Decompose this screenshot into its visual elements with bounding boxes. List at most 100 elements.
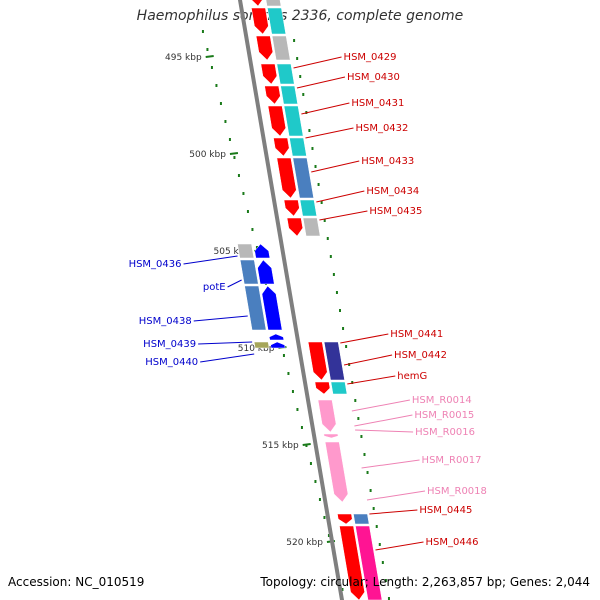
gene-label-leader xyxy=(293,56,342,69)
gene-label[interactable]: HSM_0433 xyxy=(361,156,414,167)
scale-dot xyxy=(326,237,329,240)
cog-block-forward xyxy=(355,525,383,600)
scale-dot xyxy=(339,309,341,312)
gene-label[interactable]: HSM_0446 xyxy=(426,537,479,548)
cog-block-forward xyxy=(302,217,321,237)
scale-dot xyxy=(323,219,326,222)
gene-label[interactable]: HSM_R0014 xyxy=(412,395,472,406)
gene-arrow-forward xyxy=(337,513,353,525)
cog-block-forward xyxy=(299,199,318,217)
gene-arrow-reverse xyxy=(270,341,286,349)
gene-arrow-forward xyxy=(267,105,287,137)
cog-block-forward xyxy=(292,157,314,199)
gene-label[interactable]: HSM_0440 xyxy=(145,357,198,368)
gene-label[interactable]: HSM_R0015 xyxy=(414,410,474,421)
gene-arrow-forward xyxy=(273,137,290,157)
gene-label[interactable]: HSM_R0018 xyxy=(427,486,487,497)
scale-dot xyxy=(360,435,363,438)
gene-label-leader xyxy=(369,509,418,515)
kbp-tick-label: 520 kbp xyxy=(286,538,323,548)
gene-label[interactable]: HSM_0434 xyxy=(366,186,419,197)
gene-arrow-reverse xyxy=(254,243,271,259)
scale-dot xyxy=(351,381,354,384)
gene-label-leader xyxy=(361,459,420,469)
kbp-tick xyxy=(302,443,311,446)
cog-block-reverse xyxy=(239,259,259,285)
scale-dot xyxy=(311,147,314,150)
gene-label-leader xyxy=(227,279,242,288)
gene-arrow-forward xyxy=(286,217,304,237)
cog-block-forward xyxy=(330,381,348,395)
scale-dot xyxy=(314,480,317,483)
scale-dot xyxy=(237,174,240,177)
gene-label[interactable]: HSM_0435 xyxy=(369,206,422,217)
cog-block-forward xyxy=(271,35,291,61)
gene-arrow-forward xyxy=(317,399,337,433)
gene-label-leader xyxy=(193,315,248,322)
gene-arrow-forward xyxy=(339,525,365,600)
cog-block-forward xyxy=(283,105,304,137)
gene-label-leader xyxy=(305,127,354,139)
gene-label[interactable]: HSM_0441 xyxy=(390,329,443,340)
gene-arrow-forward xyxy=(260,63,278,85)
gene-arrow-forward xyxy=(307,341,328,381)
scale-dot xyxy=(327,534,330,537)
gene-label-leader xyxy=(375,541,424,551)
gene-arrow-forward xyxy=(276,157,297,199)
scale-dot xyxy=(215,84,218,87)
gene-label[interactable]: hemG xyxy=(397,371,427,382)
scale-dot xyxy=(246,210,249,213)
scale-dot xyxy=(224,120,227,123)
gene-label[interactable]: HSM_0429 xyxy=(344,52,397,63)
scale-dot xyxy=(375,525,378,528)
gene-arrow-forward xyxy=(251,0,263,7)
scale-dot xyxy=(372,507,375,510)
gene-label[interactable]: potE xyxy=(203,282,226,293)
scale-dot xyxy=(302,93,305,96)
gene-arrow-reverse xyxy=(257,259,275,285)
gene-label-leader xyxy=(296,76,346,89)
map-title: Haemophilus somnus 2336, complete genome xyxy=(136,8,464,24)
gene-label[interactable]: HSM_R0017 xyxy=(422,455,482,466)
scale-dot xyxy=(381,561,384,564)
cog-block-reverse xyxy=(253,341,270,349)
gene-arrow-forward xyxy=(283,199,300,217)
cog-block-forward xyxy=(267,7,287,35)
kbp-tick-label: 495 kbp xyxy=(165,53,202,63)
gene-label[interactable]: HSM_0439 xyxy=(143,339,196,350)
scale-dot xyxy=(309,462,312,465)
gene-label[interactable]: HSM_0442 xyxy=(394,350,447,361)
scale-dot xyxy=(320,201,323,204)
cog-block-forward xyxy=(276,63,295,85)
scale-dot xyxy=(354,399,357,402)
kbp-tick-label: 505 kbp xyxy=(214,247,251,257)
gene-arrow-reverse xyxy=(261,285,283,331)
cog-block-forward xyxy=(265,0,282,7)
scale-dot xyxy=(317,183,320,186)
gene-label[interactable]: HSM_0438 xyxy=(139,316,192,327)
gene-label-leader xyxy=(183,255,238,265)
gene-label-leader xyxy=(343,354,393,366)
gene-label[interactable]: HSM_0436 xyxy=(129,259,182,270)
scale-dot xyxy=(291,390,294,393)
gene-label[interactable]: HSM_0430 xyxy=(347,72,400,83)
gene-label[interactable]: HSM_R0016 xyxy=(415,427,475,438)
cog-block-forward xyxy=(323,341,345,381)
scale-dot xyxy=(233,156,236,159)
gene-label-leader xyxy=(340,333,389,344)
gene-label[interactable]: HSM_0445 xyxy=(419,505,472,516)
kbp-tick-label: 500 kbp xyxy=(189,150,226,160)
cog-block-reverse xyxy=(244,285,267,331)
scale-dot xyxy=(282,354,285,357)
scale-dot xyxy=(387,597,390,600)
gene-label[interactable]: HSM_0432 xyxy=(355,123,408,134)
scale-dot xyxy=(363,453,366,456)
gene-arrow-forward xyxy=(314,381,331,395)
gene-arrow-forward xyxy=(324,441,349,503)
cog-block-forward xyxy=(289,137,307,157)
gene-arrow-forward xyxy=(264,85,281,105)
gene-label-leader xyxy=(366,490,426,501)
gene-label[interactable]: HSM_0431 xyxy=(351,98,404,109)
scale-dot xyxy=(384,579,387,582)
